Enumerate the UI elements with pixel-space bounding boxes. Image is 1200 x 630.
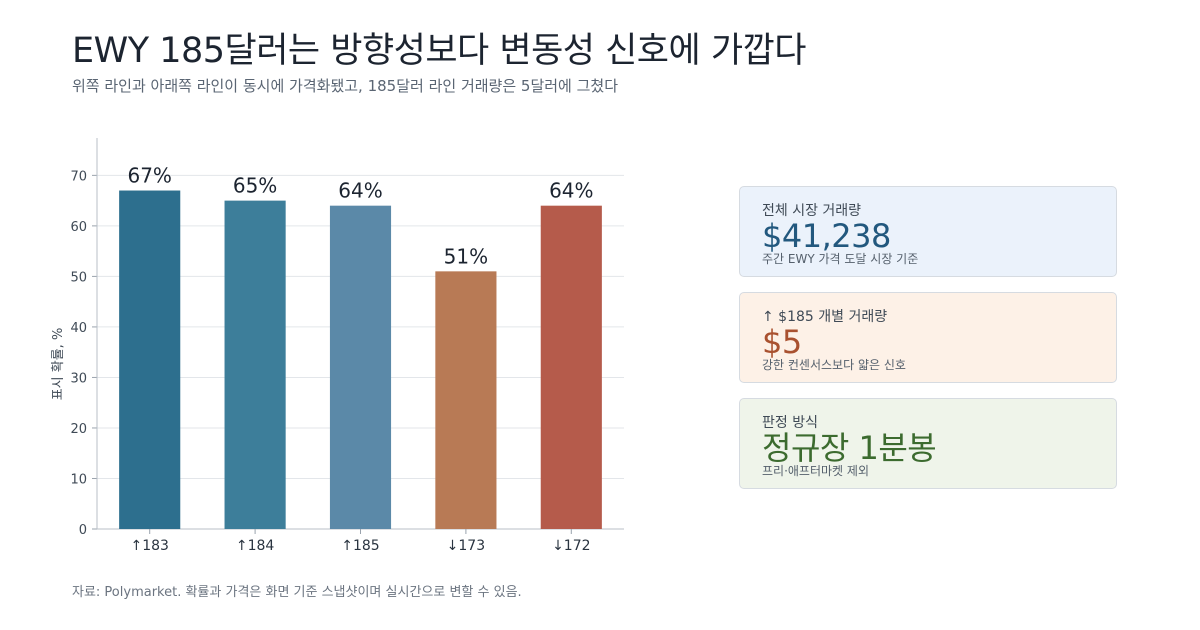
x-tick-label: ↓172 [552,538,590,554]
x-tick-label: ↑185 [341,538,379,554]
card-label: 전체 시장 거래량 [762,203,862,219]
card-label: 판정 방식 [762,415,818,431]
x-tick-label: ↓173 [447,538,485,554]
y-tick-label: 70 [70,169,87,184]
y-axis-title: 표시 확률, % [51,328,66,401]
source-footnote: 자료: Polymarket. 확률과 가격은 화면 기준 스냅샷이며 실시간으… [72,585,522,600]
bar-value-label: 67% [127,164,171,188]
page-subtitle: 위쪽 라인과 아래쪽 라인이 동시에 가격화됐고, 185달러 라인 거래량은 … [72,77,619,95]
resolution-method-card: 판정 방식 정규장 1분봉 프리·애프터마켓 제외 [739,398,1117,489]
y-tick-label: 30 [70,371,87,386]
card-note: 강한 컨센서스보다 얇은 신호 [762,358,906,372]
y-tick-label: 60 [70,220,87,235]
bar-0 [119,190,181,530]
bar-value-label: 51% [444,244,488,268]
card-note: 주간 EWY 가격 도달 시장 기준 [762,252,919,266]
x-tick-label: ↑183 [130,538,168,554]
page-title: EWY 185달러는 방향성보다 변동성 신호에 가깝다 [72,31,806,71]
card-value: $41,238 [762,217,891,255]
bar-4 [540,205,602,529]
bar-value-label: 65% [233,174,277,198]
y-tick-label: 10 [70,472,87,487]
bar-value-label: 64% [549,179,593,203]
x-tick-label: ↑184 [236,538,275,554]
chart-svg: 0 10 20 30 40 50 60 70 67% ↑183 65% ↑184 64% ↑185 51%… [51,138,624,554]
y-tick-label: 50 [70,270,87,285]
line-volume-card: ↑ $185 개별 거래량 $5 강한 컨센서스보다 얇은 신호 [739,292,1117,383]
bar-2 [329,205,392,529]
y-tick-label: 20 [70,422,87,437]
card-label: ↑ $185 개별 거래량 [762,309,888,325]
card-note: 프리·애프터마켓 제외 [762,464,869,478]
card-value: $5 [762,323,802,361]
bar-1 [224,200,286,529]
y-tick-label: 0 [79,523,87,538]
total-volume-card: 전체 시장 거래량 $41,238 주간 EWY 가격 도달 시장 기준 [739,186,1117,277]
bar-3 [435,271,497,529]
chart-bars [119,190,602,530]
bar-value-label: 64% [338,179,382,203]
y-tick-label: 40 [70,321,87,336]
probability-bar-chart: 0 10 20 30 40 50 60 70 67% ↑183 65% ↑184 64% ↑185 51%… [40,130,640,574]
card-value: 정규장 1분봉 [762,429,937,467]
chart-labels: 67% ↑183 65% ↑184 64% ↑185 51% ↓173 64% ↓172 [127,164,593,554]
